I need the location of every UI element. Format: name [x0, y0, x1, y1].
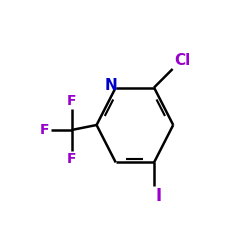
Text: N: N	[105, 78, 118, 92]
Text: I: I	[155, 187, 162, 205]
Text: F: F	[67, 94, 76, 108]
Text: Cl: Cl	[174, 53, 190, 68]
Text: F: F	[40, 123, 50, 137]
Text: F: F	[67, 152, 76, 166]
